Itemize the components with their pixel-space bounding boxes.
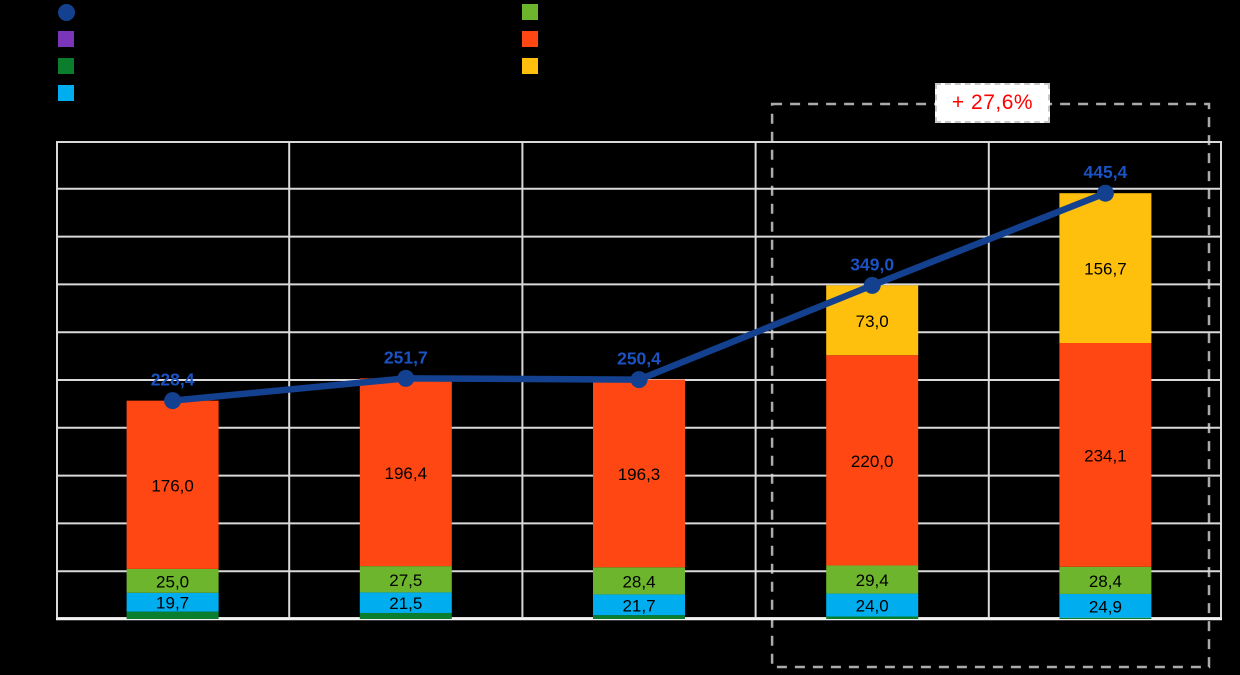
total-line [169, 189, 1109, 404]
bar-segment-label: 27,5 [389, 571, 422, 590]
bar-segment-label: 234,1 [1084, 446, 1127, 465]
bar-segment-yellow [1059, 193, 1152, 344]
bar-segment-label: 73,0 [856, 312, 889, 331]
bar-segment-bottom-dark-green [593, 615, 685, 619]
bar-segment-orange [1059, 343, 1152, 567]
legend-item-series-cyan [58, 85, 82, 101]
bar-segment-bottom-dark-green [1059, 617, 1152, 619]
bar-segment-bottom-dark-green [826, 616, 919, 619]
bar-segment-bottom-dark-green [359, 612, 452, 619]
bar-segment-green [1059, 566, 1152, 594]
total-line-label: 228,4 [151, 370, 195, 390]
bar-segment-cyan [126, 592, 219, 612]
bar-segment-label: 176,0 [151, 476, 194, 495]
bar-segment-orange [359, 378, 452, 567]
legend-item-series-purple [58, 31, 82, 47]
bar-segment-orange [126, 400, 219, 569]
total-line-label: 349,0 [850, 254, 894, 274]
bar-segment-label: 24,9 [1089, 597, 1122, 616]
legend-marker-series-green [522, 4, 538, 20]
legend-marker-series-orange [522, 31, 538, 47]
bar-segment-cyan [593, 594, 685, 616]
bar-segment-bottom-dark-green [126, 611, 219, 619]
legend-marker-series-purple [58, 31, 74, 47]
bar-segment-green [359, 566, 452, 593]
legend-item-series-dark-green [58, 58, 82, 74]
legend-marker-series-yellow [522, 58, 538, 74]
bar-segment-label: 28,4 [1089, 572, 1122, 591]
total-line-marker [164, 392, 182, 410]
total-line-marker [1096, 184, 1114, 202]
bar-segment-cyan [359, 592, 452, 613]
bar-segment-label: 19,7 [156, 594, 189, 613]
bar-segment-label: 29,4 [856, 571, 889, 590]
total-line-label: 250,4 [617, 349, 661, 369]
bar-segment-green [593, 567, 685, 595]
legend-item-series-green [522, 4, 546, 20]
bar-segment-label: 28,4 [622, 572, 655, 591]
total-line-marker [397, 369, 415, 387]
bar-segment-green [826, 565, 919, 594]
bar-segment-green [126, 568, 219, 593]
bar-segment-label: 156,7 [1084, 260, 1127, 279]
legend-item-total-line [58, 4, 83, 21]
bar-segment-label: 196,4 [385, 464, 428, 483]
legend-marker-series-dark-green [58, 58, 74, 74]
legend-item-series-yellow [522, 58, 546, 74]
bar-segment-label: 25,0 [156, 572, 189, 591]
legend-marker-total-line [58, 4, 75, 21]
total-line-label: 445,4 [1084, 162, 1128, 182]
bar-segment-orange [593, 379, 685, 568]
total-line-marker [863, 276, 881, 294]
bar-segment-orange [826, 355, 919, 566]
bar-segment-cyan [826, 593, 919, 617]
bar-segment-label: 21,5 [389, 594, 422, 613]
legend-marker-series-cyan [58, 85, 74, 101]
bar-segment-label: 220,0 [851, 452, 894, 471]
bar-segment-label: 24,0 [856, 597, 889, 616]
total-line-marker [630, 371, 648, 389]
bar-segment-label: 196,3 [618, 465, 661, 484]
total-line-label: 251,7 [384, 347, 428, 367]
growth-annotation-box: + 27,6% [935, 83, 1050, 123]
bar-segment-label: 21,7 [622, 596, 655, 615]
growth-annotation-label: + 27,6% [951, 91, 1034, 114]
legend-item-series-orange [522, 31, 546, 47]
bar-segment-cyan [1059, 593, 1152, 618]
